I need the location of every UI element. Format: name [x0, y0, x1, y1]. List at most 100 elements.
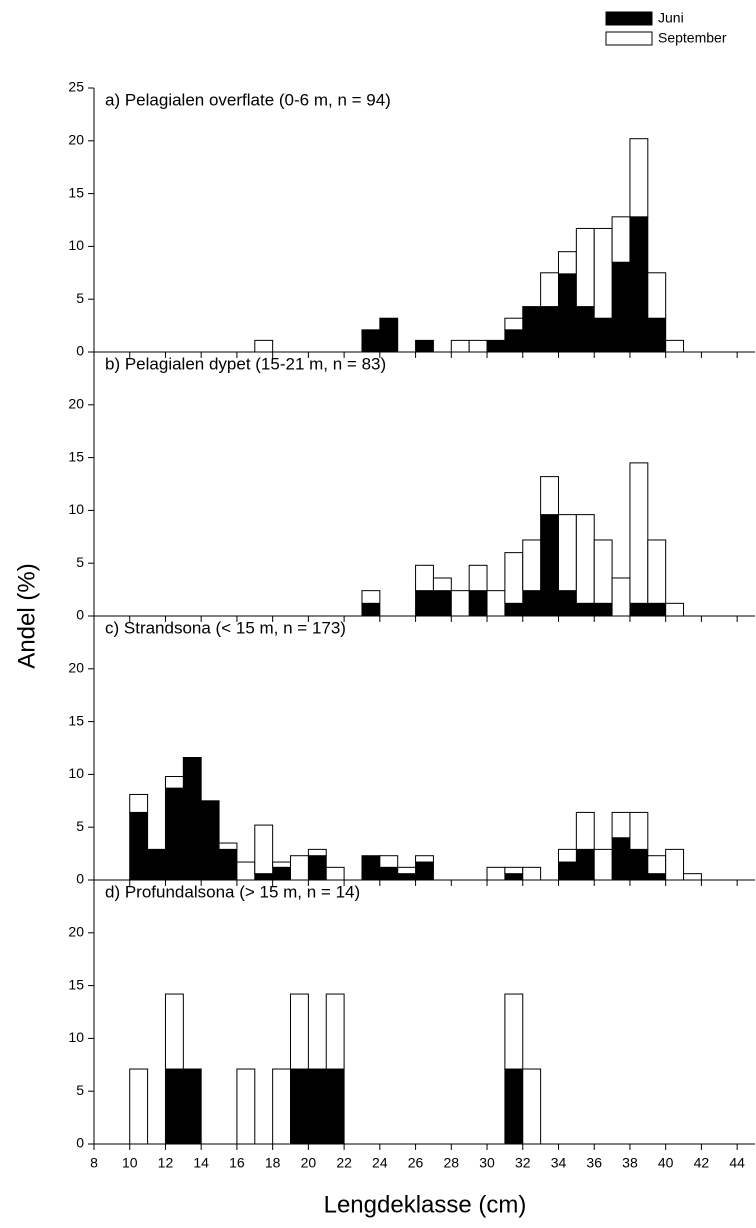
y-tick-label: 10 — [68, 1029, 84, 1045]
bar — [575, 811, 595, 850]
bar — [522, 306, 542, 353]
x-tick-label: 30 — [479, 1155, 495, 1171]
bar — [129, 793, 149, 813]
bar — [415, 590, 434, 617]
bar — [290, 1068, 309, 1145]
x-tick-label: 34 — [551, 1155, 567, 1171]
bar — [575, 306, 595, 353]
y-tick-label: 15 — [68, 184, 84, 200]
y-tick-label: 0 — [76, 1135, 84, 1151]
y-tick-label: 20 — [68, 660, 84, 676]
bar — [522, 866, 542, 881]
bar — [272, 861, 292, 868]
bar — [147, 848, 166, 881]
panel-title: c) Strandsona (< 15 m, n = 173) — [105, 618, 346, 637]
y-tick-label: 10 — [68, 501, 84, 517]
x-tick-label: 24 — [372, 1155, 388, 1171]
bar — [593, 539, 613, 604]
bar — [164, 776, 184, 789]
bar — [218, 848, 238, 881]
bar — [629, 462, 649, 604]
legend-swatch — [605, 11, 653, 26]
bar — [522, 590, 542, 617]
bar — [522, 539, 542, 592]
bar — [415, 564, 434, 592]
bar — [236, 1068, 256, 1145]
bar — [647, 602, 667, 617]
bar — [432, 577, 452, 592]
x-tick-label: 12 — [158, 1155, 174, 1171]
bar — [236, 861, 256, 881]
y-tick-label: 5 — [76, 290, 84, 306]
bar — [611, 216, 631, 263]
bar — [468, 339, 488, 353]
bar — [307, 1068, 327, 1145]
bar — [164, 787, 184, 881]
bar — [379, 866, 399, 881]
bar — [200, 800, 220, 881]
x-tick-label: 20 — [301, 1155, 317, 1171]
bar — [557, 848, 577, 863]
bar — [504, 317, 524, 331]
bar — [182, 757, 202, 881]
bar — [290, 855, 309, 881]
y-tick-label: 10 — [68, 237, 84, 253]
bar — [593, 602, 613, 617]
bar — [629, 848, 649, 881]
bar — [557, 251, 577, 275]
y-tick-label: 20 — [68, 396, 84, 412]
bar — [683, 873, 702, 881]
legend-label: Juni — [658, 10, 684, 26]
bar — [540, 476, 559, 516]
bar — [504, 873, 524, 881]
bar — [486, 590, 506, 617]
bar — [325, 1068, 345, 1145]
x-tick-label: 18 — [265, 1155, 281, 1171]
bar — [504, 329, 524, 353]
bar — [647, 317, 667, 353]
bar — [290, 993, 309, 1070]
y-tick-label: 20 — [68, 924, 84, 940]
bar — [164, 1068, 184, 1145]
bar — [665, 339, 685, 353]
bar — [629, 216, 649, 353]
x-tick-label: 22 — [336, 1155, 352, 1171]
x-tick-label: 32 — [515, 1155, 531, 1171]
x-axis-label: Lengdeklasse (cm) — [324, 1191, 527, 1218]
bar — [486, 339, 506, 353]
x-tick-label: 36 — [586, 1155, 602, 1171]
x-tick-label: 40 — [658, 1155, 674, 1171]
bar — [379, 317, 399, 353]
bar — [397, 866, 417, 875]
bar — [557, 861, 577, 881]
bar — [272, 866, 292, 881]
bar — [361, 329, 381, 353]
bar — [361, 855, 381, 881]
bar — [522, 1068, 542, 1145]
y-tick-label: 25 — [68, 79, 84, 95]
bar — [504, 993, 524, 1070]
bar — [611, 577, 631, 617]
panel-title: b) Pelagialen dypet (15-21 m, n = 83) — [105, 354, 386, 373]
bar — [415, 861, 434, 881]
bar — [307, 848, 327, 857]
x-tick-label: 44 — [729, 1155, 745, 1171]
bar — [540, 272, 559, 308]
bar — [647, 272, 667, 319]
y-tick-label: 20 — [68, 132, 84, 148]
bar — [629, 811, 649, 850]
bar — [611, 811, 631, 839]
panel-title: d) Profundalsona (> 15 m, n = 14) — [105, 882, 360, 901]
bar — [432, 590, 452, 617]
bar — [182, 1068, 202, 1145]
bar — [450, 339, 470, 353]
x-tick-label: 10 — [122, 1155, 138, 1171]
bar — [504, 1068, 524, 1145]
y-tick-label: 5 — [76, 818, 84, 834]
bar — [468, 564, 488, 592]
bar — [361, 590, 381, 604]
bar — [593, 848, 613, 881]
y-tick-label: 5 — [76, 554, 84, 570]
bar — [647, 539, 667, 604]
